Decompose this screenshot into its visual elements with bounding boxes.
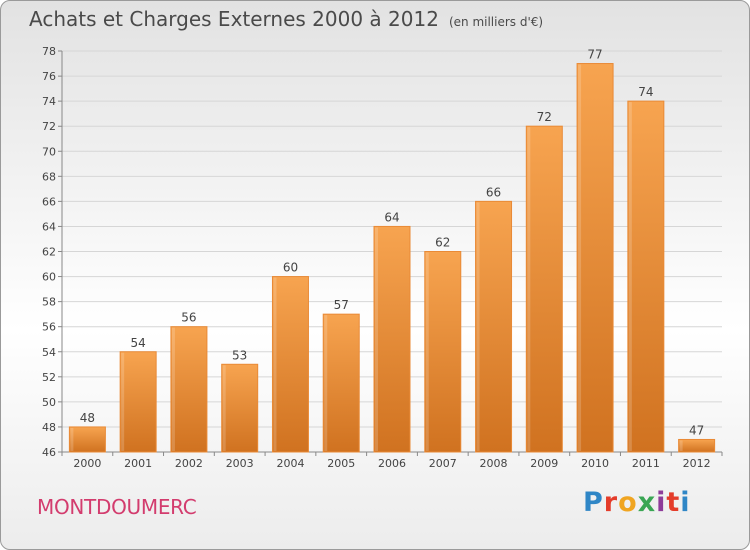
- x-tick-label-2001: 2001: [124, 457, 152, 470]
- bar-2008: [475, 200, 513, 453]
- y-tick-label: 62: [42, 246, 56, 259]
- bar-2007: [424, 251, 462, 453]
- value-label-2006: 64: [384, 210, 399, 224]
- y-tick-label: 52: [42, 371, 56, 384]
- value-label-2000: 48: [80, 411, 95, 425]
- y-tick-label: 56: [42, 321, 56, 334]
- bar-highlight: [476, 202, 480, 451]
- bar-highlight: [527, 127, 531, 451]
- x-tick-label-2002: 2002: [175, 457, 203, 470]
- value-label-2002: 56: [181, 311, 196, 325]
- x-tick-label-2000: 2000: [73, 457, 101, 470]
- y-tick-label: 70: [42, 145, 56, 158]
- bar-2009: [525, 125, 563, 453]
- bar-2003: [221, 363, 259, 453]
- bar-highlight: [273, 277, 277, 451]
- bar-2011: [627, 100, 665, 453]
- bar-highlight: [578, 64, 582, 451]
- value-label-2007: 62: [435, 236, 450, 250]
- bar-2004: [271, 276, 309, 453]
- y-tick-label: 58: [42, 296, 56, 309]
- bar-2002: [170, 326, 208, 453]
- chart-title: Achats et Charges Externes 2000 à 2012: [29, 7, 439, 31]
- y-tick-label: 66: [42, 195, 56, 208]
- bar-2010: [576, 63, 614, 453]
- y-tick-label: 64: [42, 220, 56, 233]
- bar-2006: [373, 225, 411, 453]
- y-tick-label: 48: [42, 421, 56, 434]
- bar-2005: [322, 313, 360, 453]
- y-tick-label: 46: [42, 446, 56, 459]
- bar-chart: 46 48 50 52 54 56 58 60 62 64 66 68 70 72 74 76 78 2000 20…: [42, 45, 723, 470]
- value-label-2012: 47: [689, 423, 704, 437]
- bar-2000: [68, 426, 106, 453]
- y-tick-label: 74: [42, 95, 56, 108]
- value-label-2001: 54: [131, 336, 146, 350]
- bar-highlight: [628, 102, 632, 451]
- value-label-2003: 53: [232, 348, 247, 362]
- x-tick-label-2010: 2010: [581, 457, 609, 470]
- bar-2012: [678, 438, 716, 453]
- x-tick-label-2011: 2011: [632, 457, 660, 470]
- bar-highlight: [222, 365, 226, 451]
- bars: [68, 63, 716, 453]
- bar-highlight: [425, 252, 429, 451]
- value-label-2009: 72: [537, 110, 552, 124]
- x-tick-label-2005: 2005: [327, 457, 355, 470]
- bar-highlight: [679, 440, 683, 451]
- commune-name: MONTDOUMERC: [37, 495, 197, 519]
- chart-title-row: Achats et Charges Externes 2000 à 2012 (e…: [29, 7, 543, 31]
- x-tick-label-2003: 2003: [226, 457, 254, 470]
- bar-highlight: [70, 427, 74, 451]
- y-tick-label: 54: [42, 346, 56, 359]
- value-label-2005: 57: [334, 298, 349, 312]
- x-tick-label-2007: 2007: [429, 457, 457, 470]
- y-tick-label: 60: [42, 271, 56, 284]
- bar-2001: [119, 351, 157, 453]
- y-tick-label: 72: [42, 120, 56, 133]
- x-tick-label-2009: 2009: [530, 457, 558, 470]
- y-tick-label: 68: [42, 170, 56, 183]
- bar-highlight: [324, 315, 328, 451]
- value-label-2011: 74: [638, 85, 653, 99]
- y-tick-label: 78: [42, 45, 56, 58]
- bar-highlight: [375, 227, 378, 451]
- chart-subtitle: (en milliers d'€): [448, 15, 544, 29]
- proxiti-logo: Proxiti: [583, 487, 691, 518]
- value-label-2008: 66: [486, 185, 501, 199]
- bar-highlight: [121, 352, 125, 451]
- value-label-2010: 77: [587, 48, 602, 62]
- x-tick-label-2006: 2006: [378, 457, 406, 470]
- y-tick-label: 76: [42, 70, 56, 83]
- value-label-2004: 60: [283, 261, 298, 275]
- data-labels: 48 54 56 53 60 57 64 62 66 72 77 74 47: [80, 48, 705, 438]
- x-tick-label-2008: 2008: [480, 457, 508, 470]
- y-tick-label: 50: [42, 396, 56, 409]
- x-tick-label-2012: 2012: [683, 457, 711, 470]
- bar-highlight: [171, 327, 175, 451]
- x-tick-label-2004: 2004: [276, 457, 304, 470]
